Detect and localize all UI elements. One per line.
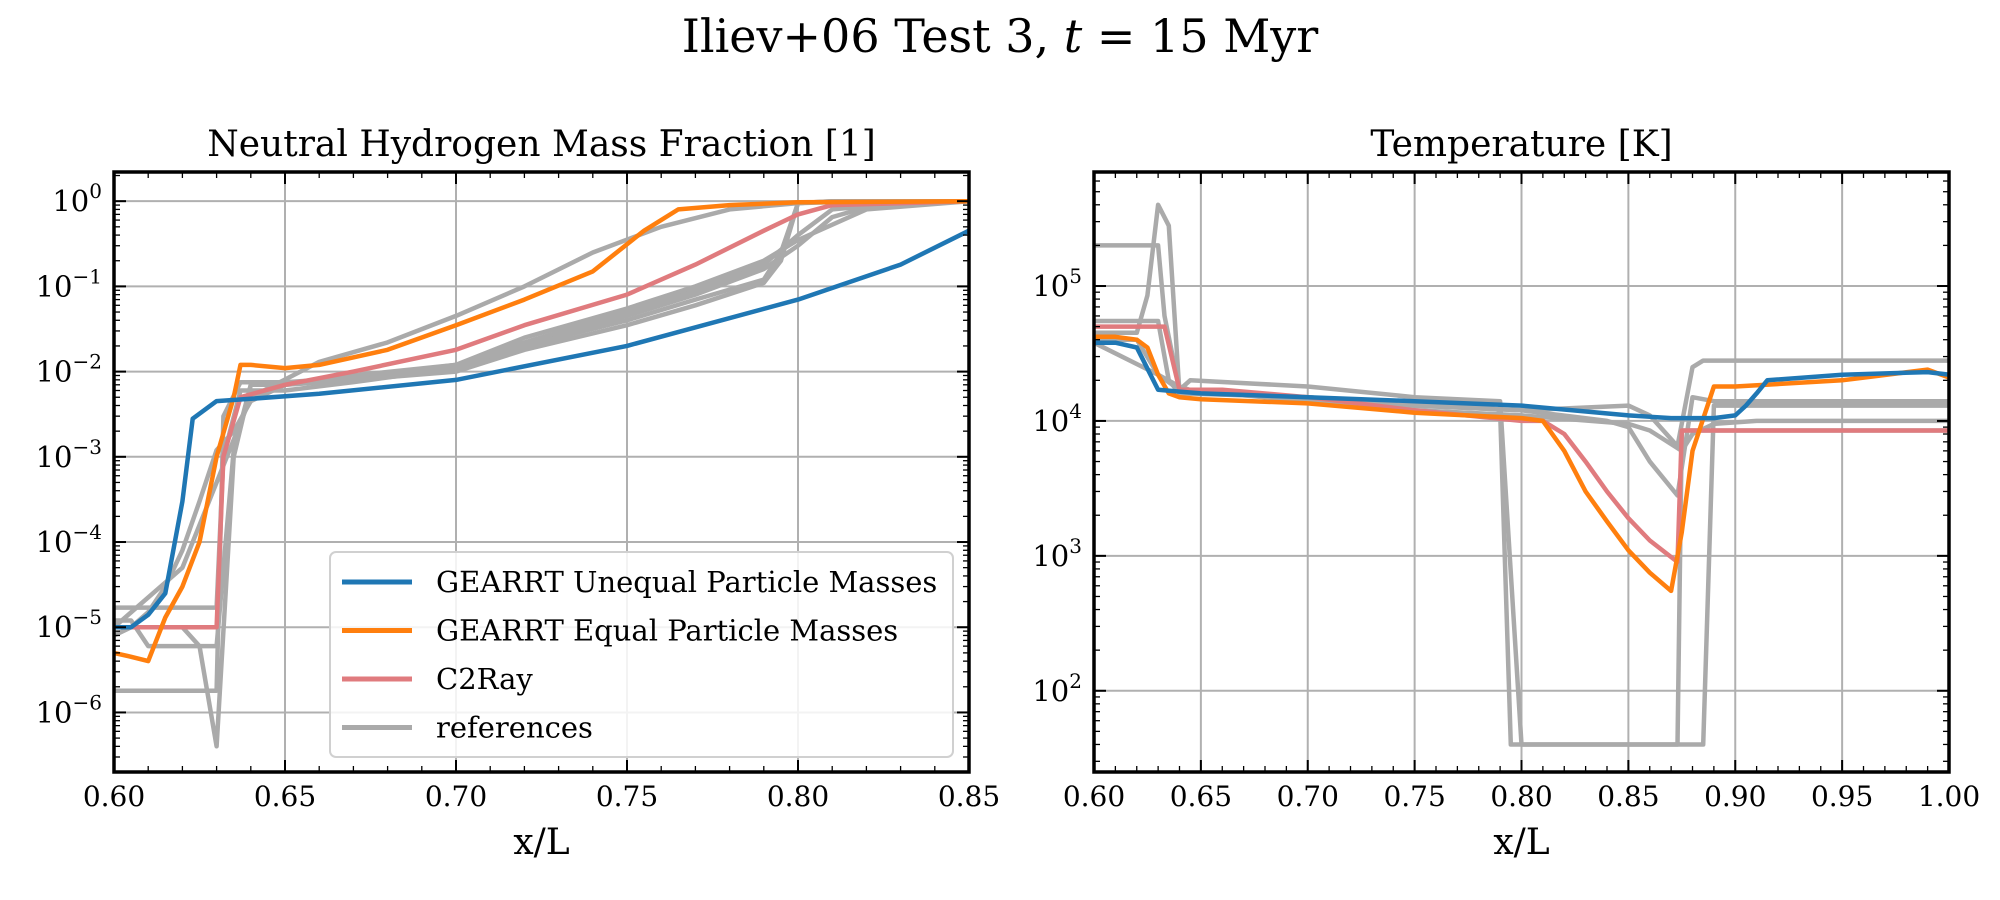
x-tick-label: 0.85: [1597, 780, 1659, 813]
legend-label: GEARRT Equal Particle Masses: [436, 614, 898, 648]
series-line-references: [114, 198, 969, 610]
axis-ticks: 0.60 0.65 0.70 0.75 0.80 0.85 10−6 10−5 10−4 10−3…: [36, 172, 1000, 813]
series-line-gearrt-unequal: [1094, 340, 1949, 421]
series-line-gearrt-equal: [1094, 334, 1949, 594]
x-tick-label: 0.95: [1811, 780, 1873, 813]
y-tick-label: 103: [1032, 534, 1082, 573]
y-tick-label: 10−3: [36, 435, 102, 474]
y-tick-label: 10−1: [36, 264, 102, 303]
series-line-gearrt-equal: [114, 198, 969, 664]
legend-label: GEARRT Unequal Particle Masses: [436, 565, 937, 599]
figure-title-suffix: = 15 Myr: [1082, 9, 1319, 63]
legend: GEARRT Unequal Particle Masses GEARRT Equ…: [329, 551, 954, 758]
x-axis-label: x/L: [513, 822, 569, 863]
figure-title-prefix: Iliev+06 Test 3,: [681, 9, 1064, 63]
x-tick-label: 0.75: [1383, 780, 1445, 813]
series-group: [114, 198, 969, 749]
x-tick-label: 0.70: [425, 780, 487, 813]
x-tick-label: 0.90: [1704, 780, 1766, 813]
y-tick-label: 102: [1032, 669, 1082, 708]
y-tick-label: 100: [52, 179, 102, 218]
series-line-c2ray: [1094, 324, 1949, 565]
x-tick-label: 0.65: [1170, 780, 1232, 813]
figure-title: Iliev+06 Test 3, t = 15 Myr: [0, 0, 2000, 72]
panel-neutral-hydrogen: Neutral Hydrogen Mass Fraction [1]0.60 0.…: [36, 124, 1001, 863]
y-tick-label: 10−4: [36, 520, 102, 559]
y-tick-label: 10−2: [36, 350, 102, 389]
panel-title-temperature: Temperature [K]: [1370, 124, 1672, 165]
legend-label: C2Ray: [436, 662, 533, 696]
x-axis-label: x/L: [1493, 822, 1549, 863]
x-tick-label: 1.00: [1918, 780, 1980, 813]
axes-frame: [112, 170, 971, 774]
y-tick-label: 10−6: [36, 690, 102, 729]
series-line-c2ray: [114, 198, 969, 630]
panel-temperature: Temperature [K]0.60 0.65 0.70 0.75 0.80 0.85 0…: [1032, 124, 1980, 863]
x-tick-label: 0.75: [596, 780, 658, 813]
figure-title-variable: t: [1063, 9, 1083, 63]
x-tick-label: 0.80: [767, 780, 829, 813]
series-group: [1094, 202, 1949, 747]
x-tick-label: 0.80: [1490, 780, 1552, 813]
y-tick-label: 104: [1032, 399, 1082, 438]
legend-label: references: [436, 711, 593, 745]
x-tick-label: 0.65: [254, 780, 316, 813]
series-line-gearrt-unequal: [114, 228, 969, 630]
x-tick-label: 0.60: [83, 780, 145, 813]
axes-frame: [1092, 170, 1951, 774]
x-tick-label: 0.70: [1277, 780, 1339, 813]
y-tick-label: 10−5: [36, 605, 102, 644]
panel-title-neutral-hydrogen: Neutral Hydrogen Mass Fraction [1]: [207, 124, 876, 165]
x-tick-label: 0.60: [1063, 780, 1125, 813]
axis-ticks: 0.60 0.65 0.70 0.75 0.80 0.85 0.90 0.95 1.00 102 1…: [1032, 172, 1980, 813]
x-tick-label: 0.85: [938, 780, 1000, 813]
y-tick-label: 105: [1032, 264, 1082, 303]
legend-frame: [329, 551, 954, 758]
gridlines: [1093, 172, 1950, 772]
